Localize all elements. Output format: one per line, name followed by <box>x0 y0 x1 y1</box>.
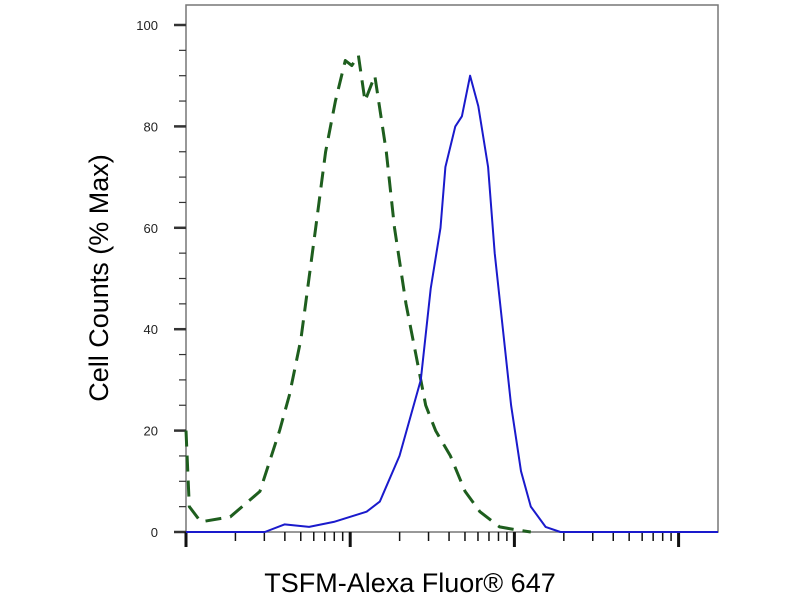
y-tick-label: 100 <box>136 18 158 33</box>
x-axis-title: TSFM-Alexa Fluor® 647 <box>264 568 555 598</box>
series-layer <box>184 53 718 534</box>
y-tick-label: 80 <box>144 119 158 134</box>
series-line-tsfm <box>186 74 718 533</box>
y-tick-label: 0 <box>151 525 158 540</box>
x-axis-ticks <box>184 532 681 547</box>
plot-frame <box>185 4 719 533</box>
y-tick-label: 20 <box>144 424 158 439</box>
plot-border <box>185 4 719 533</box>
y-tick-label: 40 <box>144 322 158 337</box>
y-tick-label: 60 <box>144 221 158 236</box>
series-line-control <box>184 53 532 534</box>
y-axis-ticks: 0 20 40 60 80 100 <box>136 18 186 540</box>
y-axis-title: Cell Counts (% Max) <box>84 154 114 402</box>
